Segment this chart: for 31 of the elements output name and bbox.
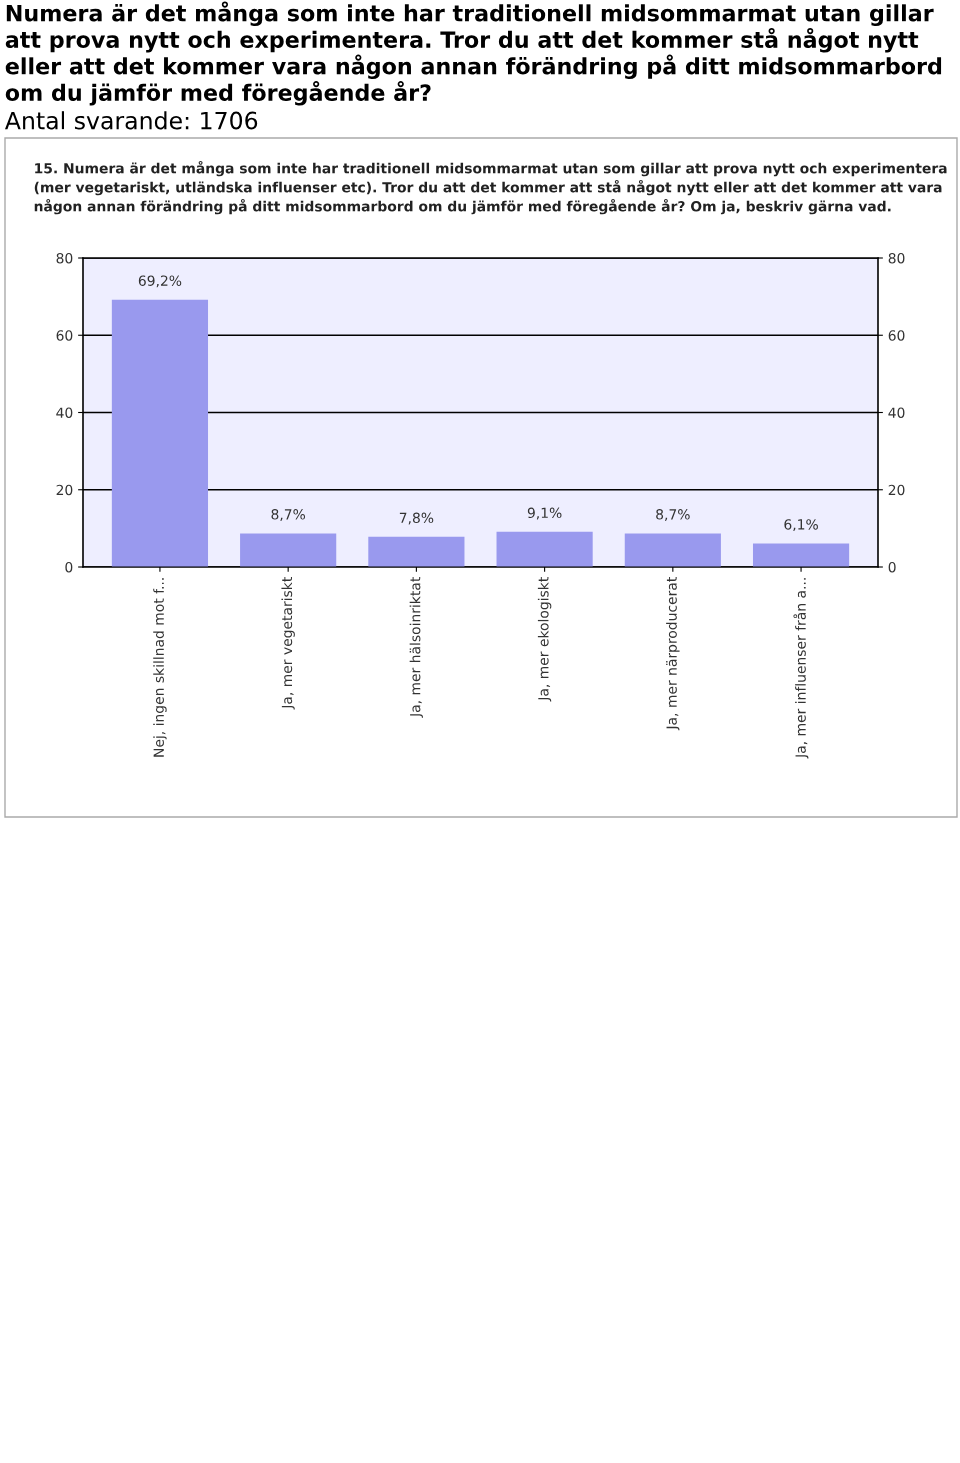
y-tick-label: 40 [56,407,73,418]
bar [368,536,465,567]
bar [624,533,721,567]
y2-tick-label: 0 [888,561,896,573]
y-tick-label: 80 [56,252,73,264]
chart-title: Numera är det många som inte har traditionell midsommarmat utan gillar att prova nytt och experimentera. Tror du att det kommer stå något nytt eller att det kommer vara någon annan förändring på ditt midsommarbord om du jämför med föregående år? [5,1,942,106]
x-tick-label: Ja, mer hälsoinriktat [409,577,423,718]
y2-tick-label: 20 [888,484,905,496]
x-tick-label: Ja, mer vegetariskt [281,577,295,710]
y2-tick-label: 40 [888,407,905,418]
y2-tick-label: 60 [888,330,905,341]
data-label: 9,1% [527,507,562,520]
bar [496,531,593,567]
data-label: 8,7% [271,509,306,522]
y-tick-label: 20 [56,484,73,496]
data-label: 7,8% [399,512,434,525]
x-tick-label: Nej, ingen skillnad mot f... [153,578,167,757]
bar [111,299,209,567]
data-label: 6,1% [784,519,818,532]
x-tick-label: Ja, mer influenser från a... [793,578,809,759]
x-tick-label: Ja, mer ekologiskt [537,577,552,702]
y2-tick-label: 80 [888,252,905,264]
y-tick-label: 60 [56,330,73,341]
chart-subtitle: Antal svarande: 1706 [4,111,258,130]
bar [240,533,337,567]
text: 15. Numera är det många som inte har traditionell midsommarmat utan som gillar att prova nytt och experimentera (mer vegetariskt, utländska influenser etc). Tror du att det kommer att stå något nytt eller att det kommer att vara någon annan förändring på ditt midsommarbord om du jämför med föregående år? Om ja, beskriv gärna vad. [34,160,947,215]
x-tick-label: Ja, mer närproducerat [666,577,680,731]
y-tick-label: 0 [65,561,73,573]
data-label: 69,2% [138,275,182,288]
bar [752,543,850,567]
data-label: 8,7% [656,509,690,522]
